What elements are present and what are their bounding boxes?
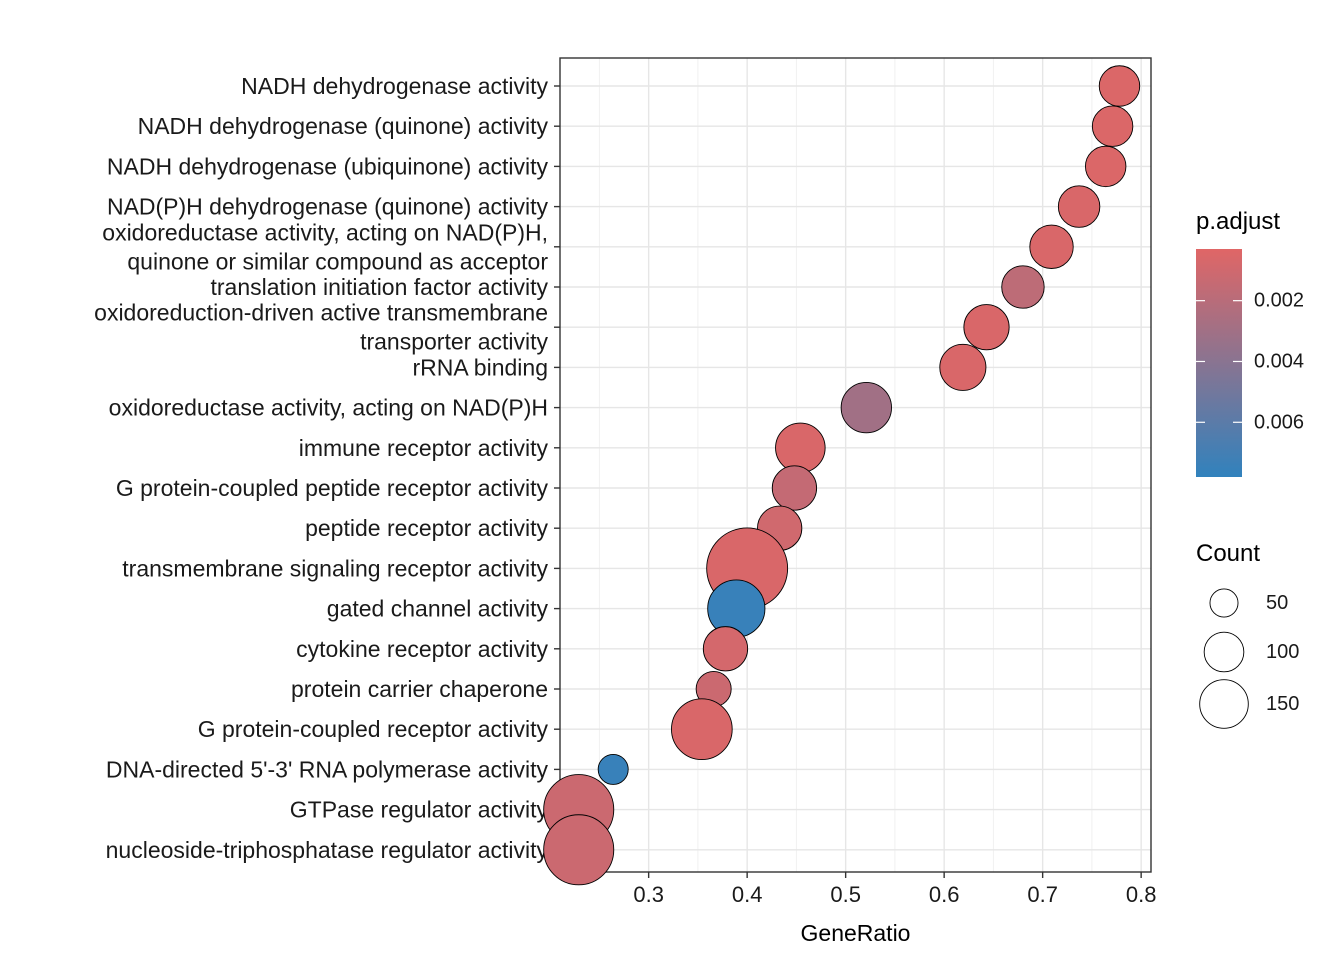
y-tick-label: quinone or similar compound as acceptor — [127, 248, 548, 274]
data-point — [771, 465, 818, 511]
x-tick-label: 0.3 — [633, 882, 664, 907]
y-tick-label: peptide receptor activity — [305, 515, 548, 541]
data-point — [1001, 265, 1045, 309]
y-tick-label: immune receptor activity — [299, 435, 549, 461]
size-legend: Count 50 100 150 — [1196, 540, 1299, 729]
size-legend-title: Count — [1196, 540, 1260, 567]
size-legend-label: 100 — [1266, 641, 1299, 663]
x-tick-label: 0.8 — [1126, 882, 1157, 907]
plot-panel — [559, 57, 1152, 873]
y-tick-label: nucleoside-triphosphatase regulator acti… — [106, 837, 549, 863]
size-legend-circle — [1209, 588, 1239, 618]
data-point — [702, 626, 749, 672]
data-point — [775, 422, 826, 474]
size-legend-circle — [1199, 679, 1249, 729]
y-tick-label: rRNA binding — [412, 354, 548, 380]
y-tick-label: protein carrier chaperone — [291, 676, 548, 702]
x-tick-label: 0.4 — [732, 882, 763, 907]
y-tick-label: G protein-coupled receptor activity — [198, 716, 549, 742]
data-point — [671, 698, 733, 761]
data-point — [840, 381, 892, 434]
size-legend-label: 150 — [1266, 693, 1299, 715]
x-axis-title: GeneRatio — [801, 920, 911, 946]
data-point — [1029, 224, 1074, 269]
y-tick-label: NADH dehydrogenase activity — [241, 73, 548, 99]
data-point — [1057, 185, 1101, 228]
y-tick-label: oxidoreductase activity, acting on NAD(P… — [102, 219, 548, 245]
size-legend-label: 50 — [1266, 592, 1288, 614]
data-point — [1085, 145, 1127, 188]
x-tick-label: 0.6 — [929, 882, 960, 907]
data-point — [1098, 65, 1141, 107]
y-tick-label: GTPase regulator activity — [290, 797, 549, 823]
y-tick-label: cytokine receptor activity — [296, 636, 548, 662]
data-point — [543, 814, 615, 886]
y-tick-label: NADH dehydrogenase (quinone) activity — [138, 113, 549, 139]
data-points — [543, 65, 1141, 886]
y-tick-label: oxidoreduction-driven active transmembra… — [94, 300, 548, 326]
y-tick-label: NAD(P)H dehydrogenase (quinone) activity — [107, 194, 549, 220]
data-point — [597, 753, 629, 785]
y-tick-label: translation initiation factor activity — [211, 274, 549, 300]
color-legend-label: 0.006 — [1254, 411, 1304, 433]
y-tick-label: NADH dehydrogenase (ubiquinone) activity — [107, 153, 549, 179]
size-legend-circle — [1203, 631, 1245, 673]
y-axis-labels: NADH dehydrogenase activity NADH dehydrog… — [94, 73, 560, 863]
panel-border — [559, 57, 1152, 873]
y-tick-label: transmembrane signaling receptor activit… — [122, 555, 548, 581]
color-legend-title: p.adjust — [1196, 208, 1280, 235]
color-legend-label: 0.002 — [1254, 290, 1304, 312]
y-tick-label: transporter activity — [360, 329, 548, 355]
color-legend-label: 0.004 — [1254, 350, 1304, 372]
x-axis: 0.3 0.4 0.5 0.6 0.7 0.8 — [633, 872, 1156, 907]
y-tick-label: gated channel activity — [327, 596, 549, 622]
y-tick-label: oxidoreductase activity, acting on NAD(P… — [109, 395, 548, 421]
color-legend: p.adjust 0.002 0.004 0.006 — [1196, 208, 1304, 477]
data-point — [963, 304, 1010, 351]
x-tick-label: 0.5 — [830, 882, 861, 907]
x-tick-label: 0.7 — [1027, 882, 1058, 907]
color-bar — [1196, 249, 1242, 477]
y-tick-label: G protein-coupled peptide receptor activ… — [116, 475, 549, 501]
data-point — [939, 343, 987, 391]
panel-background — [560, 58, 1151, 872]
y-tick-label: DNA-directed 5'-3' RNA polymerase activi… — [106, 756, 549, 782]
data-point — [1091, 105, 1134, 147]
